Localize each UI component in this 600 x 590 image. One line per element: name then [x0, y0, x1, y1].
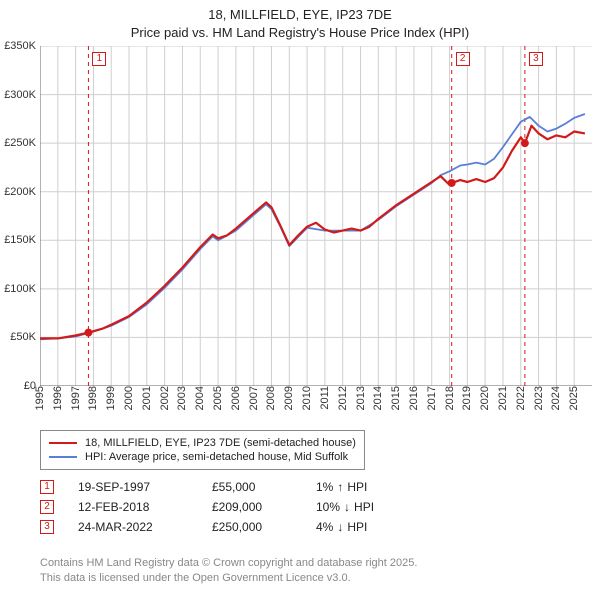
transactions-table: 1 19-SEP-1997 £55,000 1% ↑ HPI 2 12-FEB-2018 £20…: [40, 480, 580, 534]
x-axis-label: 1997: [70, 386, 82, 410]
transaction-vs-hpi: 1% ↑ HPI: [316, 480, 367, 494]
y-axis-label: £0: [0, 380, 36, 392]
transaction-vs-hpi: 10% ↓ HPI: [316, 500, 374, 514]
x-axis-label: 2016: [408, 386, 420, 410]
x-axis-label: 2007: [248, 386, 260, 410]
x-axis-label: 1995: [34, 386, 46, 410]
vs-label: HPI: [354, 500, 374, 514]
legend-label-1: 18, MILLFIELD, EYE, IP23 7DE (semi-detac…: [85, 437, 356, 449]
transaction-date: 24-MAR-2022: [78, 520, 188, 534]
x-axis-label: 2025: [568, 386, 580, 410]
x-axis-label: 2010: [301, 386, 313, 410]
pct-value: 1%: [316, 480, 333, 494]
transaction-row: 2 12-FEB-2018 £209,000 10% ↓ HPI: [40, 500, 580, 514]
transaction-row: 1 19-SEP-1997 £55,000 1% ↑ HPI: [40, 480, 580, 494]
x-axis-label: 2005: [212, 386, 224, 410]
x-axis-label: 2019: [461, 386, 473, 410]
x-axis-label: 2015: [390, 386, 402, 410]
x-axis-label: 1999: [105, 386, 117, 410]
transaction-date: 19-SEP-1997: [78, 480, 188, 494]
chart-marker-badge: 2: [456, 52, 470, 66]
footer-line-1: Contains HM Land Registry data © Crown c…: [40, 556, 580, 571]
plot-area: £0£50K£100K£150K£200K£250K£300K£350K 199…: [40, 46, 592, 386]
chart-container: 18, MILLFIELD, EYE, IP23 7DE Price paid …: [0, 0, 600, 590]
y-axis-label: £200K: [0, 186, 36, 198]
arrow-down-icon: ↓: [337, 520, 343, 534]
pct-value: 10%: [316, 500, 340, 514]
legend-swatch-1: [49, 442, 77, 444]
transaction-price: £55,000: [212, 480, 292, 494]
arrow-down-icon: ↓: [344, 500, 350, 514]
pct-value: 4%: [316, 520, 333, 534]
transaction-vs-hpi: 4% ↓ HPI: [316, 520, 367, 534]
y-axis-label: £300K: [0, 89, 36, 101]
x-axis-label: 2001: [141, 386, 153, 410]
x-axis-label: 1998: [87, 386, 99, 410]
x-axis-label: 2009: [283, 386, 295, 410]
transaction-row: 3 24-MAR-2022 £250,000 4% ↓ HPI: [40, 520, 580, 534]
vs-label: HPI: [347, 520, 367, 534]
legend-swatch-2: [49, 456, 77, 458]
transaction-price: £209,000: [212, 500, 292, 514]
y-axis-label: £100K: [0, 283, 36, 295]
x-axis-label: 1996: [52, 386, 64, 410]
legend-label-2: HPI: Average price, semi-detached house,…: [85, 451, 348, 463]
plot-svg: [40, 46, 592, 386]
y-axis-label: £350K: [0, 40, 36, 52]
below-chart: 18, MILLFIELD, EYE, IP23 7DE (semi-detac…: [40, 430, 580, 540]
x-axis-label: 2011: [319, 386, 331, 410]
x-axis-label: 2022: [515, 386, 527, 410]
arrow-up-icon: ↑: [337, 480, 343, 494]
x-axis-label: 2002: [159, 386, 171, 410]
x-axis-label: 2013: [355, 386, 367, 410]
x-axis-label: 2004: [194, 386, 206, 410]
chart-marker-badge: 1: [92, 52, 106, 66]
title-line-1: 18, MILLFIELD, EYE, IP23 7DE: [0, 6, 600, 24]
transaction-price: £250,000: [212, 520, 292, 534]
titles: 18, MILLFIELD, EYE, IP23 7DE Price paid …: [0, 0, 600, 41]
x-axis-label: 2017: [426, 386, 438, 410]
x-axis-label: 2021: [497, 386, 509, 410]
x-axis-label: 2014: [372, 386, 384, 410]
x-axis-label: 2020: [479, 386, 491, 410]
attribution-footer: Contains HM Land Registry data © Crown c…: [40, 556, 580, 586]
x-axis-label: 2006: [230, 386, 242, 410]
transaction-marker: 1: [40, 480, 54, 494]
x-axis-label: 2018: [444, 386, 456, 410]
x-axis-label: 2024: [550, 386, 562, 410]
footer-line-2: This data is licensed under the Open Gov…: [40, 571, 580, 586]
y-axis-label: £250K: [0, 137, 36, 149]
x-axis-label: 2023: [533, 386, 545, 410]
title-line-2: Price paid vs. HM Land Registry's House …: [0, 24, 600, 42]
x-axis-label: 2012: [337, 386, 349, 410]
transaction-marker: 2: [40, 500, 54, 514]
transaction-date: 12-FEB-2018: [78, 500, 188, 514]
x-axis-label: 2008: [265, 386, 277, 410]
vs-label: HPI: [347, 480, 367, 494]
legend: 18, MILLFIELD, EYE, IP23 7DE (semi-detac…: [40, 430, 365, 470]
x-axis-label: 2003: [176, 386, 188, 410]
legend-row: 18, MILLFIELD, EYE, IP23 7DE (semi-detac…: [49, 437, 356, 449]
transaction-marker: 3: [40, 520, 54, 534]
x-axis-label: 2000: [123, 386, 135, 410]
y-axis-label: £50K: [0, 331, 36, 343]
legend-row: HPI: Average price, semi-detached house,…: [49, 451, 356, 463]
y-axis-label: £150K: [0, 234, 36, 246]
chart-marker-badge: 3: [529, 52, 543, 66]
